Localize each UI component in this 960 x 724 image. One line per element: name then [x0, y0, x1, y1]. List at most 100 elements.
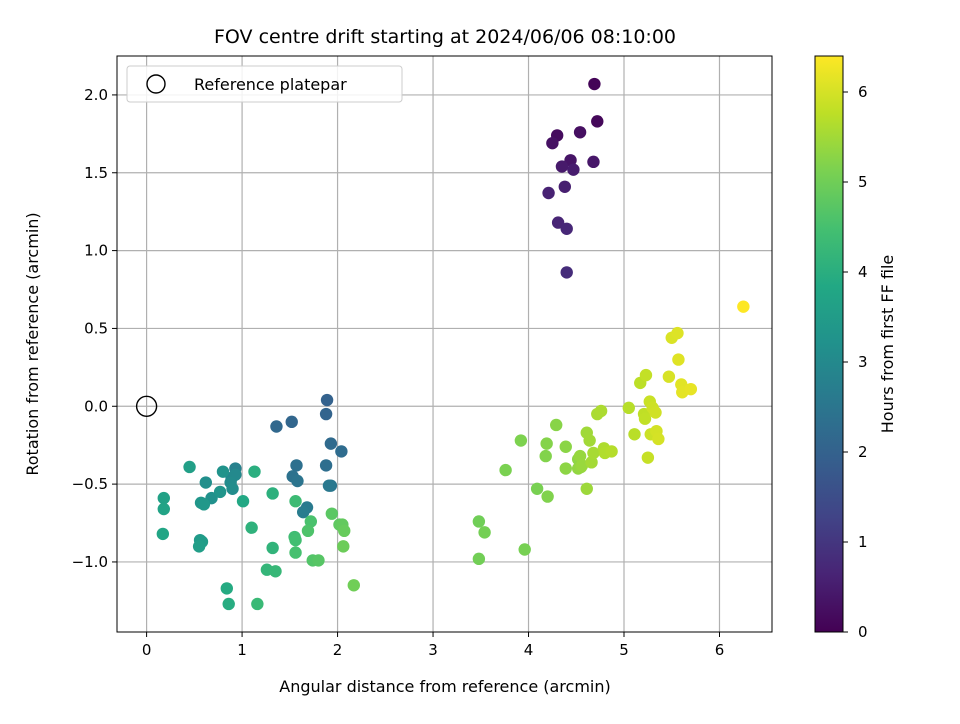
data-point — [251, 597, 264, 611]
data-point — [539, 449, 552, 463]
data-point — [550, 418, 563, 432]
data-point — [335, 445, 348, 458]
data-point — [587, 446, 600, 460]
data-point — [559, 440, 572, 453]
data-point — [580, 482, 593, 495]
data-point — [530, 482, 544, 495]
data-point — [266, 487, 279, 500]
grid-lines — [117, 56, 772, 632]
data-point — [301, 524, 315, 538]
data-point — [472, 515, 486, 528]
data-point — [622, 401, 635, 415]
data-point — [199, 476, 212, 489]
x-axis-ticks: 0 1 2 3 4 5 6 — [142, 632, 724, 659]
data-point — [197, 498, 211, 511]
data-point — [559, 462, 572, 475]
x-tick-label: 1 — [237, 641, 247, 659]
data-point — [560, 266, 573, 279]
y-axis-ticks: −1.0 −0.5 0.0 0.5 1.0 1.5 2.0 — [72, 86, 117, 571]
data-point — [248, 465, 261, 478]
data-point — [289, 533, 302, 547]
data-point — [628, 428, 641, 441]
data-point — [583, 434, 596, 447]
data-point — [555, 160, 569, 173]
data-point — [737, 300, 750, 313]
reference-marker-group — [135, 395, 158, 417]
data-point — [322, 479, 336, 492]
data-point — [573, 449, 587, 463]
data-point — [156, 527, 170, 541]
data-point — [588, 77, 601, 91]
y-tick-label: 1.5 — [84, 164, 108, 182]
data-point — [499, 463, 512, 477]
data-point — [285, 415, 298, 429]
plot-frame — [116, 55, 773, 633]
data-point — [564, 154, 577, 167]
data-point — [594, 404, 608, 418]
data-point — [652, 432, 665, 446]
data-point — [347, 579, 360, 592]
y-tick-label: 0.5 — [84, 319, 108, 337]
data-point — [325, 507, 339, 520]
y-tick-label: −1.0 — [72, 553, 108, 571]
data-point — [236, 495, 250, 508]
y-axis-label: Rotation from reference (arcmin) — [23, 212, 42, 475]
data-point — [157, 502, 170, 516]
data-point — [290, 459, 303, 472]
colorbar-tick-label: 1 — [858, 533, 868, 551]
data-point — [585, 456, 598, 469]
data-point — [662, 370, 676, 383]
data-point — [546, 136, 559, 150]
data-point — [542, 186, 555, 200]
data-point — [222, 597, 235, 611]
data-point — [157, 491, 170, 505]
data-point — [573, 126, 587, 139]
colorbar — [814, 55, 844, 633]
data-point — [641, 451, 655, 464]
data-point — [289, 546, 302, 559]
data-point — [226, 482, 239, 495]
colorbar-ticks: 0 1 2 3 4 5 6 — [843, 83, 868, 641]
x-tick-label: 0 — [142, 641, 152, 659]
data-point — [319, 407, 333, 421]
data-point — [296, 505, 310, 519]
data-point — [269, 565, 282, 578]
data-point — [192, 540, 206, 553]
x-tick-label: 5 — [619, 641, 629, 659]
data-point — [319, 459, 333, 472]
data-point — [605, 445, 618, 458]
reference-platepar-marker — [135, 395, 158, 417]
legend-label: Reference platepar — [194, 75, 347, 94]
colorbar-tick-label: 6 — [858, 83, 868, 101]
data-point — [649, 406, 662, 419]
y-tick-label: −0.5 — [72, 475, 108, 493]
data-point — [518, 543, 531, 556]
data-point — [684, 382, 698, 396]
data-point — [541, 490, 554, 503]
data-point — [245, 521, 258, 534]
data-point — [270, 420, 283, 433]
data-point — [514, 434, 528, 447]
data-point — [337, 540, 350, 553]
data-point — [587, 155, 600, 169]
x-tick-label: 6 — [715, 641, 725, 659]
data-point — [183, 460, 196, 474]
data-point — [320, 393, 334, 407]
legend-box — [126, 65, 403, 103]
data-point — [338, 524, 351, 538]
colorbar-tick-label: 0 — [858, 623, 868, 641]
data-point — [672, 353, 685, 366]
data-points — [156, 77, 750, 611]
y-tick-label: 0.0 — [84, 397, 108, 415]
x-axis-label: Angular distance from reference (arcmin) — [279, 677, 610, 696]
data-point — [638, 412, 652, 425]
data-point — [560, 222, 573, 235]
data-point — [540, 437, 553, 450]
data-point — [324, 437, 338, 450]
data-point — [213, 485, 227, 499]
legend-hollow-circle-icon — [146, 74, 166, 94]
colorbar-tick-label: 4 — [858, 263, 868, 281]
colorbar-tick-label: 3 — [858, 353, 868, 371]
data-point — [472, 552, 486, 566]
